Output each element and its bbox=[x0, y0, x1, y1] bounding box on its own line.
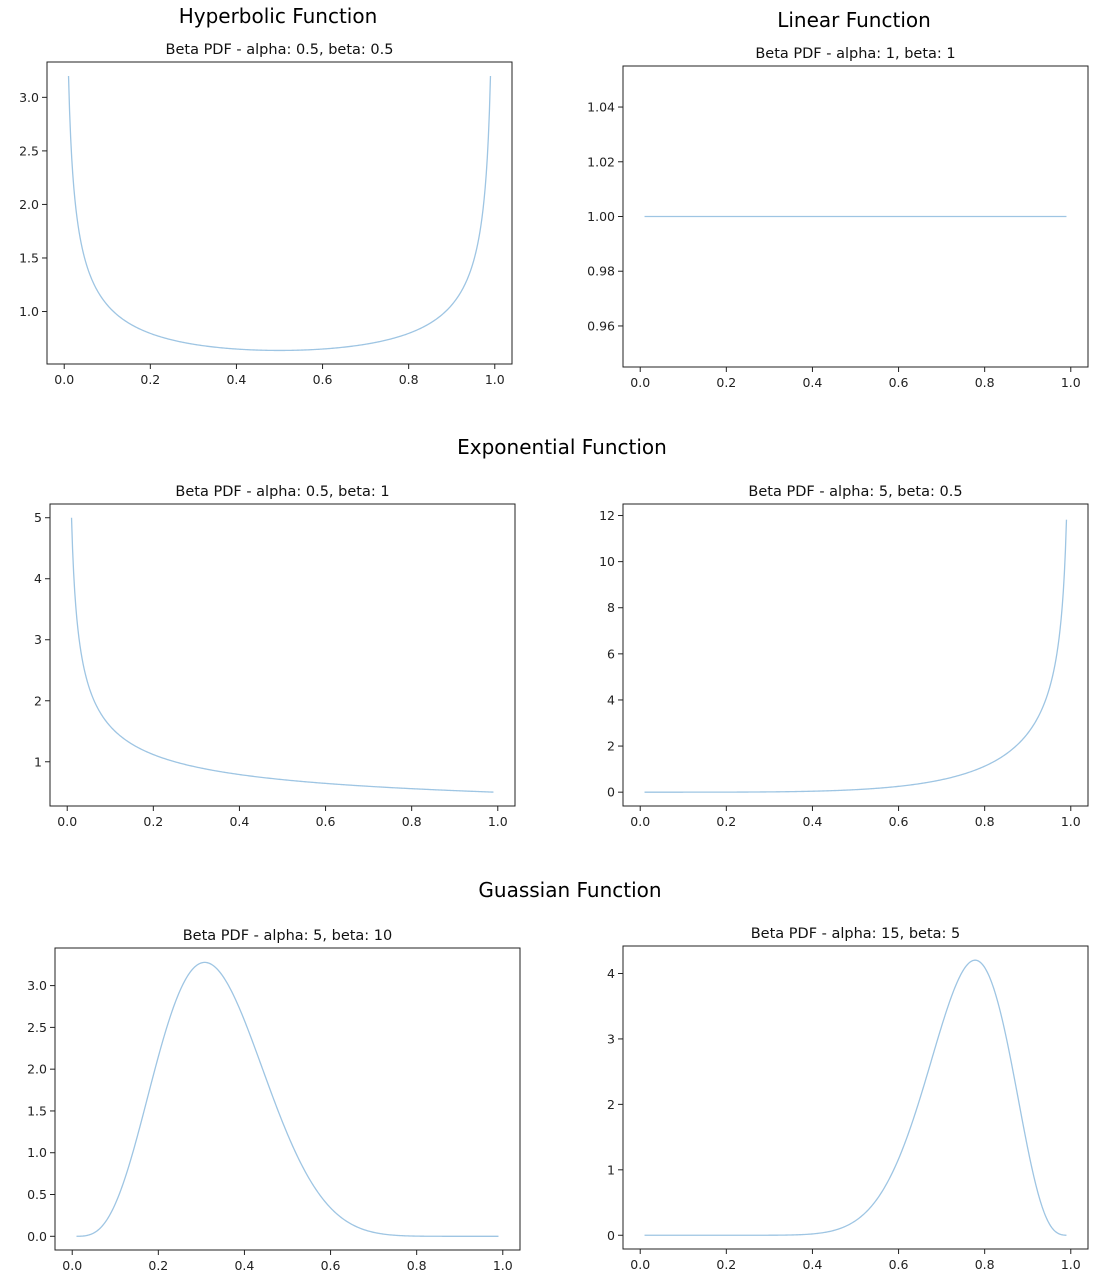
pdf-curve bbox=[67, 75, 492, 352]
y-tick-label: 4 bbox=[34, 571, 42, 586]
y-tick-label: 1 bbox=[34, 754, 42, 769]
y-tick-label: 3.0 bbox=[27, 978, 47, 993]
y-tick-label: 5 bbox=[34, 510, 42, 525]
x-tick-label: 0.0 bbox=[62, 1258, 82, 1273]
x-tick-label: 1.0 bbox=[1061, 375, 1081, 390]
y-tick-label: 2.5 bbox=[19, 143, 39, 158]
y-tick-label: 2 bbox=[607, 739, 615, 754]
heading-gaussian: Guassian Function bbox=[478, 878, 661, 902]
x-tick-label: 1.0 bbox=[485, 372, 505, 387]
axes-frame bbox=[54, 947, 521, 1251]
y-tick-label: 0.5 bbox=[27, 1187, 47, 1202]
pdf-curve bbox=[644, 959, 1067, 1236]
plot-title: Beta PDF - alpha: 0.5, beta: 1 bbox=[175, 484, 389, 500]
x-tick-label: 0.6 bbox=[313, 372, 333, 387]
plot-gaussian-a5-b10: Beta PDF - alpha: 5, beta: 10 0.0 0.2 0.4 0.… bbox=[27, 928, 521, 1273]
x-tick-label: 0.4 bbox=[802, 375, 822, 390]
x-tick-label: 0.8 bbox=[975, 814, 995, 829]
y-tick-label: 10 bbox=[599, 554, 615, 569]
y-tick-label: 3 bbox=[607, 1031, 615, 1046]
y-tick-label: 2.5 bbox=[27, 1020, 47, 1035]
x-tick-label: 0.2 bbox=[140, 372, 160, 387]
x-tick-label: 0.4 bbox=[802, 1257, 822, 1272]
x-tick-label: 0.4 bbox=[226, 372, 246, 387]
x-tick-label: 1.0 bbox=[1061, 1257, 1081, 1272]
axes-frame bbox=[622, 945, 1089, 1250]
x-tick-label: 0.6 bbox=[889, 375, 909, 390]
pdf-curve bbox=[644, 519, 1068, 793]
y-tick-label: 1.00 bbox=[587, 209, 615, 224]
x-tick-label: 0.0 bbox=[630, 1257, 650, 1272]
y-tick-label: 0 bbox=[607, 785, 615, 800]
x-tick-label: 0.6 bbox=[316, 814, 336, 829]
y-tick-label: 0.98 bbox=[587, 264, 615, 279]
y-tick-label: 3 bbox=[34, 632, 42, 647]
plot-gaussian-a15-b5: Beta PDF - alpha: 15, beta: 5 0.0 0.2 0.4 0.… bbox=[607, 926, 1089, 1272]
plot-hyperbolic-a05-b05: Beta PDF - alpha: 0.5, beta: 0.5 0.0 0.2 0.… bbox=[19, 42, 513, 387]
y-tick-label: 0.96 bbox=[587, 318, 615, 333]
x-tick-label: 0.2 bbox=[716, 1257, 736, 1272]
plot-title: Beta PDF - alpha: 0.5, beta: 0.5 bbox=[166, 42, 394, 58]
y-tick-label: 2 bbox=[34, 693, 42, 708]
y-tick-label: 6 bbox=[607, 646, 615, 661]
y-tick-label: 12 bbox=[599, 508, 615, 523]
x-tick-label: 0.0 bbox=[54, 372, 74, 387]
x-tick-label: 0.6 bbox=[889, 814, 909, 829]
x-tick-label: 0.4 bbox=[229, 814, 249, 829]
y-tick-label: 8 bbox=[607, 600, 615, 615]
x-tick-label: 0.2 bbox=[716, 375, 736, 390]
y-tick-label: 1.02 bbox=[587, 154, 615, 169]
plot-linear-a1-b1: Beta PDF - alpha: 1, beta: 1 0.0 0.2 0.4 0.6… bbox=[587, 46, 1089, 390]
x-tick-label: 0.6 bbox=[889, 1257, 909, 1272]
y-tick-label: 1.5 bbox=[27, 1103, 47, 1118]
x-tick-label: 0.8 bbox=[975, 375, 995, 390]
y-tick-label: 4 bbox=[607, 692, 615, 707]
plot-exponential-a5-b05: Beta PDF - alpha: 5, beta: 0.5 0.0 0.2 0.4 0… bbox=[599, 484, 1089, 829]
y-tick-label: 1 bbox=[607, 1162, 615, 1177]
y-tick-label: 1.5 bbox=[19, 250, 39, 265]
x-tick-label: 0.2 bbox=[143, 814, 163, 829]
x-tick-label: 0.2 bbox=[148, 1258, 168, 1273]
plot-exponential-a05-b1: Beta PDF - alpha: 0.5, beta: 1 0.0 0.2 0.4 0… bbox=[34, 484, 516, 829]
y-tick-label: 2.0 bbox=[27, 1062, 47, 1077]
y-tick-label: 4 bbox=[607, 966, 615, 981]
y-tick-label: 3.0 bbox=[19, 90, 39, 105]
x-tick-label: 1.0 bbox=[493, 1258, 513, 1273]
plot-title: Beta PDF - alpha: 15, beta: 5 bbox=[751, 926, 961, 942]
y-tick-label: 2.0 bbox=[19, 197, 39, 212]
heading-hyperbolic: Hyperbolic Function bbox=[179, 4, 378, 28]
heading-exponential: Exponential Function bbox=[457, 435, 667, 459]
x-tick-label: 0.8 bbox=[399, 372, 419, 387]
x-tick-label: 0.0 bbox=[57, 814, 77, 829]
axes-frame bbox=[622, 503, 1089, 807]
y-tick-label: 1.0 bbox=[27, 1145, 47, 1160]
x-tick-label: 1.0 bbox=[488, 814, 508, 829]
y-tick-label: 1.0 bbox=[19, 304, 39, 319]
x-tick-label: 0.6 bbox=[321, 1258, 341, 1273]
x-tick-label: 0.8 bbox=[975, 1257, 995, 1272]
x-tick-label: 0.4 bbox=[802, 814, 822, 829]
plot-title: Beta PDF - alpha: 5, beta: 0.5 bbox=[748, 484, 962, 500]
pdf-curve bbox=[70, 517, 494, 793]
y-tick-label: 0 bbox=[607, 1228, 615, 1243]
axes-frame bbox=[46, 61, 513, 365]
x-tick-label: 0.4 bbox=[234, 1258, 254, 1273]
x-tick-label: 0.0 bbox=[630, 375, 650, 390]
x-tick-label: 0.8 bbox=[402, 814, 422, 829]
plot-title: Beta PDF - alpha: 1, beta: 1 bbox=[755, 46, 955, 62]
x-tick-label: 0.2 bbox=[716, 814, 736, 829]
axes-frame bbox=[49, 503, 516, 807]
heading-linear: Linear Function bbox=[777, 8, 931, 32]
y-tick-label: 0.0 bbox=[27, 1229, 47, 1244]
y-tick-label: 2 bbox=[607, 1097, 615, 1112]
y-tick-label: 1.04 bbox=[587, 100, 615, 115]
x-tick-label: 1.0 bbox=[1061, 814, 1081, 829]
x-tick-label: 0.0 bbox=[630, 814, 650, 829]
pdf-curve bbox=[76, 961, 499, 1237]
plot-title: Beta PDF - alpha: 5, beta: 10 bbox=[183, 928, 393, 944]
x-tick-label: 0.8 bbox=[407, 1258, 427, 1273]
